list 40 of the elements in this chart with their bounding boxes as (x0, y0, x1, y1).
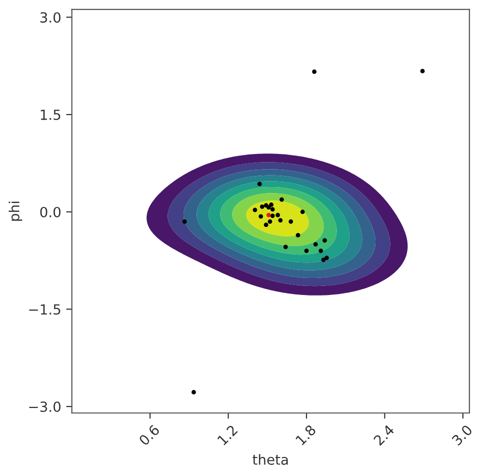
point (322, 238, 327, 243)
x-axis-title: theta (252, 454, 288, 465)
point (283, 244, 288, 250)
point (258, 214, 264, 219)
point (278, 218, 283, 222)
y-tick-label: −1.5 (29, 304, 60, 315)
point (280, 197, 284, 202)
point (257, 182, 262, 186)
x-tick-label: 2.4 (373, 424, 395, 446)
point (296, 233, 300, 238)
point (288, 219, 294, 224)
point (192, 390, 196, 394)
point (321, 258, 326, 262)
point (270, 214, 275, 218)
point (266, 212, 271, 218)
y-tick-label: 1.5 (40, 110, 60, 120)
y-axis-title: phi (8, 202, 22, 221)
point (270, 207, 275, 212)
point (266, 205, 271, 210)
x-tick-label: 1.8 (295, 424, 316, 446)
point (268, 219, 272, 224)
point (264, 222, 268, 228)
x-tick-label: 0.6 (138, 424, 160, 446)
point (313, 242, 318, 247)
point (252, 208, 258, 212)
point (182, 219, 187, 224)
y-tick-label: 0.0 (40, 206, 61, 218)
x-tick-label: 3.0 (451, 424, 473, 446)
y-tick-label: 3.0 (40, 12, 61, 23)
x-tick-label: 1.2 (216, 424, 238, 446)
point (269, 202, 274, 207)
point (324, 256, 329, 260)
point (276, 212, 280, 218)
point (300, 210, 305, 214)
point (420, 68, 425, 74)
point (318, 248, 324, 253)
point (312, 70, 316, 74)
y-tick-label: −3.0 (29, 401, 61, 412)
point (304, 248, 309, 253)
point (260, 204, 264, 209)
